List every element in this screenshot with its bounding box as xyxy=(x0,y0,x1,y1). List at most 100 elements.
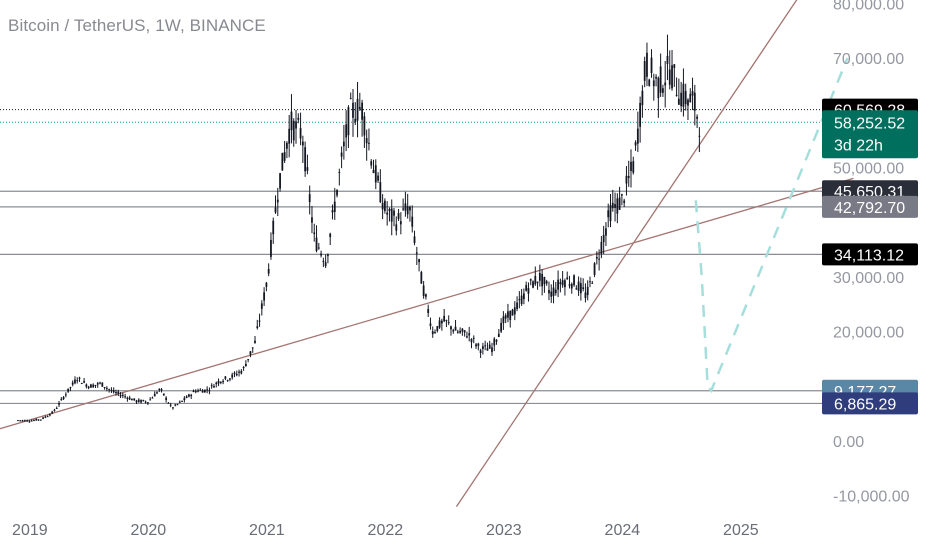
candle-body xyxy=(607,210,610,218)
candle-body xyxy=(557,279,559,290)
y-tick-label: 20,000.00 xyxy=(833,325,904,342)
candle-body xyxy=(475,344,477,347)
candle-body xyxy=(390,208,393,222)
candle-body xyxy=(301,141,304,146)
candle-body xyxy=(226,380,229,382)
candle-body xyxy=(589,281,591,283)
candle-body xyxy=(559,282,562,285)
candle-body xyxy=(281,152,284,171)
candle-body xyxy=(459,330,461,333)
candle-body xyxy=(67,388,70,392)
candle-body xyxy=(431,331,434,335)
candle-body xyxy=(682,83,685,107)
candle-body xyxy=(279,173,281,189)
candle-body xyxy=(333,201,336,212)
candle-body xyxy=(566,277,569,280)
candle-body xyxy=(456,331,459,333)
candle-body xyxy=(470,338,473,343)
candle-body xyxy=(201,390,204,393)
candle-body xyxy=(671,65,673,89)
candle-body xyxy=(479,350,482,354)
candle-body xyxy=(488,344,491,349)
candle-body xyxy=(434,332,436,334)
candle-body xyxy=(404,203,407,211)
candle-body xyxy=(192,391,195,393)
candle-body xyxy=(643,61,646,81)
y-tick-label: 80,000.00 xyxy=(833,0,904,13)
candle-body xyxy=(650,57,653,73)
candle-body xyxy=(260,303,263,309)
candle-body xyxy=(194,390,197,393)
candle-body xyxy=(85,384,88,387)
candle-body xyxy=(169,404,172,406)
candle-body xyxy=(440,320,443,324)
candle-body xyxy=(388,208,391,212)
candle-body xyxy=(646,52,648,77)
candle-body xyxy=(80,383,83,385)
candle-body xyxy=(527,288,530,294)
candle-body xyxy=(393,210,395,216)
candle-body xyxy=(238,371,240,373)
horizontal-levels-layer xyxy=(0,109,822,405)
candle-body xyxy=(142,399,145,402)
candle-body xyxy=(349,97,352,99)
candle-body xyxy=(413,236,416,244)
x-tick-label: 2023 xyxy=(486,522,522,539)
candle-body xyxy=(495,340,498,342)
candle-body xyxy=(131,399,133,401)
candle-body xyxy=(87,386,90,389)
candle-body xyxy=(306,167,309,171)
candle-body xyxy=(664,82,667,86)
projection-path xyxy=(694,57,849,394)
candle-body xyxy=(684,91,687,105)
candle-body xyxy=(520,295,523,304)
candle-body xyxy=(463,330,466,333)
candle-body xyxy=(345,124,348,138)
candle-body xyxy=(602,235,605,243)
candle-body xyxy=(466,336,468,338)
symbol-title: Bitcoin / TetherUS, 1W, BINANCE xyxy=(8,16,266,35)
candle-body xyxy=(543,276,546,285)
candle-body xyxy=(561,280,564,286)
level-label-bg xyxy=(822,243,918,266)
candle-body xyxy=(62,396,65,400)
y-tick-label: 50,000.00 xyxy=(833,160,904,177)
candle-body xyxy=(162,393,165,396)
candle-body xyxy=(140,400,142,403)
candle-body xyxy=(666,55,669,64)
candle-body xyxy=(51,411,54,414)
candle-body xyxy=(197,390,199,392)
x-axis-ticks: 2019 2020 2021 2022 2023 2024 2025 xyxy=(12,522,759,539)
x-tick-label: 2021 xyxy=(249,522,285,539)
candle-body xyxy=(447,322,450,324)
candle-body xyxy=(224,376,227,379)
candle-body xyxy=(90,384,92,388)
x-tick-label: 2019 xyxy=(12,522,48,539)
candle-body xyxy=(605,228,607,236)
candle-body xyxy=(146,402,149,404)
candle-body xyxy=(49,414,51,416)
candle-body xyxy=(675,94,678,96)
candle-body xyxy=(126,397,129,400)
candle-body xyxy=(336,190,338,196)
candle-body xyxy=(445,320,448,322)
candle-body xyxy=(568,284,571,286)
candle-body xyxy=(370,161,373,166)
candle-body xyxy=(618,197,621,210)
candle-body xyxy=(208,390,211,392)
candle-body xyxy=(178,401,181,403)
y-tick-label: -10,000.00 xyxy=(833,489,910,506)
candle-body xyxy=(128,397,131,400)
x-tick-label: 2025 xyxy=(723,522,759,539)
last-price-label: 58,252.52 xyxy=(834,115,905,132)
candle-body xyxy=(627,176,630,178)
candle-body xyxy=(240,370,243,374)
candle-body xyxy=(133,398,136,401)
candle-body xyxy=(274,207,277,213)
candle-body xyxy=(295,121,297,129)
candle-body xyxy=(472,337,475,339)
candle-body xyxy=(452,330,455,332)
candle-body xyxy=(523,293,525,300)
